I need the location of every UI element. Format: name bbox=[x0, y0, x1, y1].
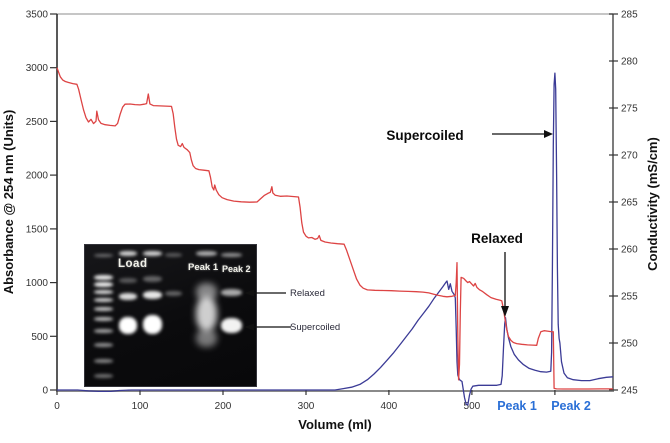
y-right-tick-label: 260 bbox=[621, 245, 638, 256]
peak-2-lane-band bbox=[220, 289, 242, 296]
gel-relaxed-arrow-head bbox=[244, 289, 254, 297]
peak-1-lane-band bbox=[195, 329, 217, 347]
gel-inset-image: Load Peak 1 Peak 2 bbox=[85, 245, 256, 386]
y-left-tick-label: 1500 bbox=[26, 224, 49, 235]
load-lane-b-band bbox=[142, 315, 162, 334]
gel-lane-label-load: Load bbox=[118, 258, 148, 270]
x-axis-ticks: 0 100 200 300 400 500 bbox=[54, 390, 556, 412]
y-right-tick-label: 270 bbox=[621, 151, 638, 162]
x-tick-label: 300 bbox=[298, 401, 315, 412]
x-tick-label: 100 bbox=[132, 401, 149, 412]
conductivity-trace bbox=[57, 72, 614, 406]
ladder-lane-band bbox=[93, 374, 113, 378]
ladder-lane-band bbox=[93, 282, 113, 287]
ladder-lane-band bbox=[93, 254, 113, 257]
absorbance-trace bbox=[56, 67, 613, 390]
peak1-axis-label: Peak 1 bbox=[497, 399, 537, 413]
peak-2-lane-band bbox=[220, 253, 242, 257]
gel-supercoiled-label: Supercoiled bbox=[290, 322, 340, 333]
peak-1-lane-band bbox=[195, 251, 217, 256]
y-axis-right-ticks: 245 250 255 260 265 270 275 280 285 bbox=[609, 10, 638, 397]
gel-relaxed-label: Relaxed bbox=[290, 288, 325, 299]
ladder-lane-band bbox=[93, 317, 113, 321]
gel-supercoiled-arrow-head bbox=[244, 323, 254, 331]
supercoiled-arrow-head bbox=[544, 130, 553, 138]
y-left-tick-label: 0 bbox=[42, 386, 48, 397]
ladder-lane-band bbox=[93, 275, 113, 280]
load-lane-a-band bbox=[119, 251, 137, 256]
relaxed-arrow-head bbox=[501, 306, 509, 317]
y-left-tick-label: 3000 bbox=[26, 63, 49, 74]
y-left-tick-label: 500 bbox=[31, 332, 48, 343]
ladder-lane-band bbox=[93, 343, 113, 347]
y-right-tick-label: 275 bbox=[621, 104, 638, 115]
peak-1-lane-band bbox=[195, 283, 217, 301]
y-right-tick-label: 245 bbox=[621, 386, 638, 397]
y-right-tick-label: 255 bbox=[621, 292, 638, 303]
x-tick-label: 200 bbox=[215, 401, 232, 412]
gel-lane-label-peak1: Peak 1 bbox=[188, 262, 219, 273]
ladder-lane-band bbox=[93, 298, 113, 302]
gel-lane-label-peak2: Peak 2 bbox=[222, 264, 251, 274]
relaxed-annotation: Relaxed bbox=[471, 231, 523, 246]
ladder-lane-band bbox=[93, 359, 113, 363]
load-lane-b-band bbox=[142, 276, 162, 282]
load-lane-a-band bbox=[119, 293, 137, 300]
supercoiled-annotation: Supercoiled bbox=[386, 128, 463, 143]
ladder-lane-band bbox=[93, 290, 113, 294]
load-lane-b-band bbox=[142, 251, 162, 256]
peak2-axis-label: Peak 2 bbox=[551, 399, 591, 413]
y-left-tick-label: 2000 bbox=[26, 171, 49, 182]
x-tick-label: 0 bbox=[54, 401, 60, 412]
y-left-tick-label: 3500 bbox=[26, 10, 49, 21]
faint-lane-band bbox=[164, 253, 182, 257]
y-left-tick-label: 1000 bbox=[26, 278, 49, 289]
y-axis-right-title: Conductivity (mS/cm) bbox=[645, 137, 660, 271]
load-lane-b-band bbox=[142, 291, 162, 299]
load-lane-a-band bbox=[119, 278, 137, 283]
y-right-tick-label: 250 bbox=[621, 339, 638, 350]
peak-2-lane-band bbox=[220, 318, 242, 333]
x-tick-label: 500 bbox=[464, 401, 481, 412]
x-tick-label: 400 bbox=[381, 401, 398, 412]
y-right-tick-label: 280 bbox=[621, 57, 638, 68]
ladder-lane-band bbox=[93, 329, 113, 333]
y-axis-left-ticks: 0 500 1000 1500 2000 2500 3000 3500 bbox=[26, 10, 57, 397]
y-right-tick-label: 285 bbox=[621, 10, 638, 21]
y-axis-left-title: Absorbance @ 254 nm (Units) bbox=[1, 110, 16, 295]
ladder-lane-band bbox=[93, 307, 113, 311]
y-left-tick-label: 2500 bbox=[26, 117, 49, 128]
x-axis-title: Volume (ml) bbox=[298, 417, 371, 432]
faint-lane-band bbox=[164, 291, 182, 296]
peak-1-lane-band bbox=[195, 297, 217, 331]
load-lane-a-band bbox=[119, 317, 137, 334]
y-right-tick-label: 265 bbox=[621, 198, 638, 209]
